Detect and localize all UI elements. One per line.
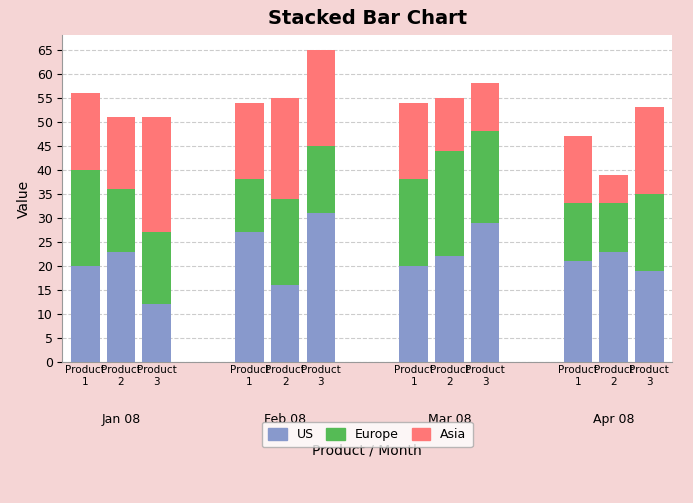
Bar <box>271 98 299 199</box>
Text: Product / Month: Product / Month <box>313 444 422 458</box>
Bar <box>271 199 299 285</box>
Bar <box>399 180 428 266</box>
Bar <box>635 271 664 362</box>
Bar <box>142 232 171 304</box>
Bar <box>107 117 135 189</box>
Bar <box>271 285 299 362</box>
Bar <box>71 266 100 362</box>
Bar <box>235 103 264 180</box>
Bar <box>563 204 593 261</box>
Bar <box>107 252 135 362</box>
Bar <box>599 252 628 362</box>
Bar <box>71 93 100 170</box>
Text: Apr 08: Apr 08 <box>593 412 634 426</box>
Bar <box>306 146 335 213</box>
Bar <box>71 170 100 266</box>
Text: Feb 08: Feb 08 <box>264 412 306 426</box>
Bar <box>142 117 171 232</box>
Bar <box>235 232 264 362</box>
Bar <box>142 304 171 362</box>
Title: Stacked Bar Chart: Stacked Bar Chart <box>267 9 467 28</box>
Legend: US, Europe, Asia: US, Europe, Asia <box>262 422 473 448</box>
Bar <box>399 103 428 180</box>
Bar <box>107 189 135 252</box>
Bar <box>563 261 593 362</box>
Y-axis label: Value: Value <box>17 180 31 218</box>
Bar <box>471 83 500 131</box>
Bar <box>471 131 500 223</box>
Bar <box>599 175 628 204</box>
Bar <box>235 180 264 232</box>
Bar <box>563 136 593 204</box>
Bar <box>435 257 464 362</box>
Bar <box>435 150 464 257</box>
Bar <box>399 266 428 362</box>
Text: Mar 08: Mar 08 <box>428 412 471 426</box>
Bar <box>471 223 500 362</box>
Text: Jan 08: Jan 08 <box>101 412 141 426</box>
Bar <box>635 194 664 271</box>
Bar <box>599 204 628 252</box>
Bar <box>435 98 464 150</box>
Bar <box>306 213 335 362</box>
Bar <box>635 107 664 194</box>
Bar <box>306 50 335 146</box>
